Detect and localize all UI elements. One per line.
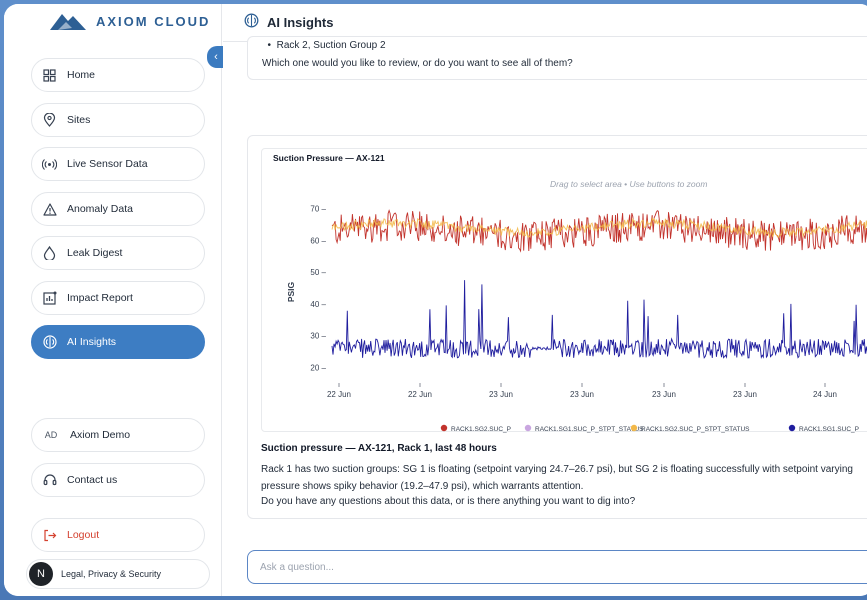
message-question: Which one would you like to review, or d… xyxy=(262,58,573,69)
bar-report-icon xyxy=(42,291,57,306)
main-panel: AI Insights • Rack 2, Suction Group 2 Wh… xyxy=(223,4,867,596)
legal-label: Legal, Privacy & Security xyxy=(61,569,162,579)
user-profile-button[interactable]: AD Axiom Demo xyxy=(31,418,205,452)
x-tick-label: 22 Jun xyxy=(408,390,432,399)
sidebar-item-label: Impact Report xyxy=(67,292,133,304)
collapse-sidebar-button[interactable]: ‹ xyxy=(207,46,225,68)
user-name: Axiom Demo xyxy=(70,429,131,441)
series-line-sg2-stpt-status xyxy=(331,216,867,239)
chart-container[interactable]: Suction Pressure — AX-121 Drag to select… xyxy=(261,148,867,433)
suction-pressure-chart[interactable]: PSIG 20 – 30 – 40 – 50 – 60 – 70 – 22 Jun 22 Jun… xyxy=(262,149,867,433)
logout-button[interactable]: Logout xyxy=(31,518,205,552)
legend-marker xyxy=(524,424,532,432)
sidebar-item-label: Live Sensor Data xyxy=(67,158,148,170)
warning-triangle-icon xyxy=(42,202,57,217)
y-tick-label: 20 – xyxy=(310,363,326,372)
x-tick-label: 22 Jun xyxy=(327,390,351,399)
chart-title: Suction Pressure — AX-121 xyxy=(273,153,385,163)
response-line-1: Rack 1 has two suction groups: SG 1 is f… xyxy=(261,464,853,475)
ask-question-input[interactable] xyxy=(248,551,867,583)
x-tick-label: 23 Jun xyxy=(733,390,757,399)
legal-privacy-link[interactable]: N Legal, Privacy & Security xyxy=(26,559,210,589)
user-initials: AD xyxy=(44,430,58,440)
sidebar-item-anomaly-data[interactable]: Anomaly Data xyxy=(31,192,205,226)
sidebar-item-ai-insights[interactable]: AI Insights xyxy=(31,325,205,359)
brain-icon xyxy=(244,13,259,33)
mountain-logo-icon xyxy=(50,14,86,30)
sidebar-item-label: Anomaly Data xyxy=(67,203,133,215)
chevron-left-icon: ‹ xyxy=(214,51,218,63)
y-tick-label: 40 – xyxy=(310,300,326,309)
previous-assistant-message: • Rack 2, Suction Group 2 Which one woul… xyxy=(247,36,867,80)
sidebar-item-live-sensor-data[interactable]: Live Sensor Data xyxy=(31,147,205,181)
logout-arrow-icon xyxy=(42,528,57,543)
x-tick-label: 23 Jun xyxy=(652,390,676,399)
bullet-text: Rack 2, Suction Group 2 xyxy=(276,40,386,51)
y-tick-label: 60 – xyxy=(310,236,326,245)
legend-label: RACK1.SG2.SUC_P_STPT_STATUS xyxy=(641,426,750,433)
series-line-sg1-suc-p xyxy=(331,280,867,359)
response-followup: Do you have any questions about this dat… xyxy=(261,496,636,507)
y-tick-label: 70 – xyxy=(310,205,326,214)
sidebar-item-home[interactable]: Home xyxy=(31,58,205,92)
legal-avatar: N xyxy=(29,562,53,586)
headset-icon xyxy=(42,473,57,488)
x-tick-label: 24 Jun xyxy=(813,390,837,399)
legend-label: RACK1.SG1.SUC_P xyxy=(799,426,859,433)
legend-label: RACK1.SG2.SUC_P xyxy=(451,426,511,433)
x-tick-label: 23 Jun xyxy=(489,390,513,399)
chart-zoom-hint: Drag to select area • Use buttons to zoo… xyxy=(550,179,708,189)
logo: AXIOM CLOUD xyxy=(48,10,210,32)
sidebar-item-impact-report[interactable]: Impact Report xyxy=(31,281,205,315)
sidebar-item-label: Sites xyxy=(67,114,91,126)
sidebar-item-label: Home xyxy=(67,69,96,81)
ask-question-box[interactable] xyxy=(247,550,867,584)
sidebar: AXIOM CLOUD ‹ Home Sites Live Sensor Dat… xyxy=(4,4,225,596)
droplet-icon xyxy=(42,246,57,261)
message-bullet: • Rack 2, Suction Group 2 xyxy=(262,40,386,51)
assistant-chart-message: Suction Pressure — AX-121 Drag to select… xyxy=(247,135,867,519)
response-body: Rack 1 has two suction groups: SG 1 is f… xyxy=(261,461,867,495)
sidebar-item-label: Leak Digest xyxy=(67,247,123,259)
y-tick-label: 50 – xyxy=(310,268,326,277)
logout-label: Logout xyxy=(67,529,100,541)
x-tick-label: 23 Jun xyxy=(570,390,594,399)
page-title: AI Insights xyxy=(267,15,334,30)
response-line-2: pressure shows spiky behavior (19.2–47.9… xyxy=(261,481,584,492)
app-frame: AXIOM CLOUD ‹ Home Sites Live Sensor Dat… xyxy=(4,4,867,596)
grid-icon xyxy=(42,68,57,83)
brain-icon xyxy=(42,335,57,350)
sidebar-item-label: AI Insights xyxy=(67,336,117,348)
response-title: Suction pressure — AX-121, Rack 1, last … xyxy=(261,443,497,454)
legend-label: RACK1.SG1.SUC_P_STPT_STATUS xyxy=(535,426,644,433)
contact-label: Contact us xyxy=(67,474,118,486)
brand-name: AXIOM CLOUD xyxy=(96,13,211,29)
y-axis-label: PSIG xyxy=(286,281,296,302)
location-pin-icon xyxy=(42,113,57,128)
legend-marker xyxy=(440,424,448,432)
legend-marker xyxy=(630,424,638,432)
broadcast-icon xyxy=(42,157,57,172)
sidebar-item-leak-digest[interactable]: Leak Digest xyxy=(31,236,205,270)
contact-us-button[interactable]: Contact us xyxy=(31,463,205,497)
legend-marker xyxy=(788,424,796,432)
sidebar-item-sites[interactable]: Sites xyxy=(31,103,205,137)
y-tick-label: 30 – xyxy=(310,332,326,341)
